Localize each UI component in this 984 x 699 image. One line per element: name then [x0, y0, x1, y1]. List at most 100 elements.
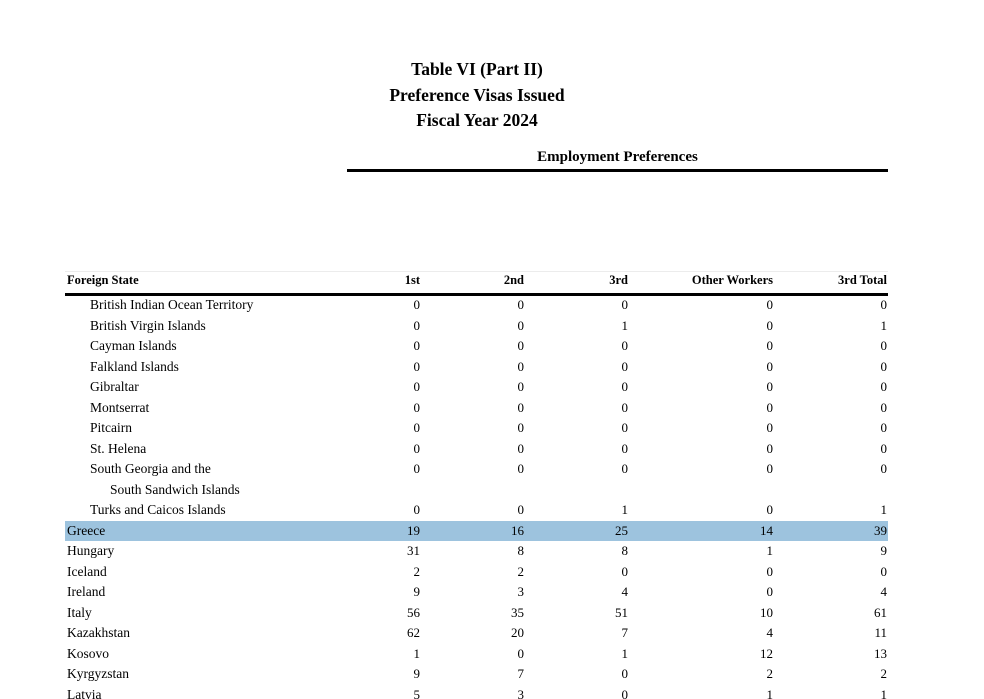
foreign-state-cell: St. Helena — [90, 440, 147, 456]
value-cell: 5 — [413, 686, 421, 699]
table-row[interactable]: Pitcairn 0 0 0 0 0 — [65, 418, 888, 439]
value-cell: 1 — [621, 317, 629, 333]
value-cell: 9 — [880, 543, 888, 558]
table-row[interactable]: Italy 56 35 51 10 61 — [65, 603, 888, 624]
table-row[interactable]: Kazakhstan 62 20 7 4 11 — [65, 623, 888, 644]
value-cell: 3 — [517, 584, 525, 599]
value-cell: 0 — [766, 358, 774, 374]
value-cell: 0 — [766, 461, 774, 476]
value-cell: 0 — [517, 420, 525, 435]
value-cell: 0 — [621, 358, 629, 374]
value-cell: 14 — [760, 522, 773, 538]
value-cell: 0 — [517, 358, 525, 374]
col-header-3rd: 3rd — [609, 273, 628, 287]
table-row[interactable]: Latvia 5 3 0 1 1 — [65, 685, 888, 699]
value-cell: 0 — [880, 399, 888, 415]
value-cell: 10 — [760, 604, 773, 620]
value-cell: 0 — [621, 461, 629, 476]
value-cell: 0 — [880, 420, 888, 435]
value-cell: 1 — [413, 645, 421, 661]
foreign-state-cell: Kazakhstan — [67, 625, 130, 640]
value-cell: 0 — [766, 317, 774, 333]
value-cell: 0 — [517, 502, 525, 517]
table-row[interactable]: Gibraltar 0 0 0 0 0 — [65, 377, 888, 398]
table-row[interactable]: Cayman Islands 0 0 0 0 0 — [65, 336, 888, 357]
value-cell: 0 — [880, 358, 888, 374]
value-cell: 0 — [621, 666, 629, 681]
table-header-row: Foreign State 1st 2nd 3rd Other Workers … — [65, 271, 888, 296]
value-cell: 2 — [880, 666, 888, 681]
title-line-1: Table VI (Part II) — [411, 59, 543, 79]
employment-preferences-header: Employment Preferences — [347, 147, 888, 172]
document-title: Table VI (Part II) Preference Visas Issu… — [0, 57, 954, 134]
value-cell: 0 — [517, 399, 525, 415]
table-row[interactable]: Falkland Islands 0 0 0 0 0 — [65, 357, 888, 378]
value-cell: 7 — [621, 625, 629, 640]
value-cell: 0 — [621, 563, 629, 579]
value-cell: 0 — [517, 297, 525, 312]
value-cell: 0 — [766, 440, 774, 456]
table-row[interactable]: St. Helena 0 0 0 0 0 — [65, 439, 888, 460]
value-cell: 0 — [880, 379, 888, 394]
value-cell: 0 — [766, 338, 774, 353]
foreign-state-cell: Latvia — [67, 686, 102, 699]
value-cell: 2 — [413, 563, 421, 579]
title-line-2: Preference Visas Issued — [389, 84, 565, 105]
value-cell: 0 — [766, 563, 774, 579]
foreign-state-cell: Pitcairn — [90, 420, 132, 435]
table-row[interactable]: Turks and Caicos Islands 0 0 1 0 1 — [65, 500, 888, 521]
table-row[interactable]: British Indian Ocean Territory 0 0 0 0 0 — [65, 295, 888, 316]
value-cell: 0 — [880, 338, 888, 353]
value-cell: 1 — [880, 317, 888, 333]
foreign-state-cell: Turks and Caicos Islands — [90, 502, 226, 517]
value-cell: 1 — [621, 502, 629, 517]
table-row[interactable]: Iceland 2 2 0 0 0 — [65, 562, 888, 583]
value-cell: 0 — [766, 420, 774, 435]
table-row[interactable]: South Georgia and the South Sandwich Isla… — [65, 459, 888, 500]
value-cell: 3 — [517, 686, 525, 699]
table-row[interactable]: Kyrgyzstan 9 7 0 2 2 — [65, 664, 888, 685]
value-cell: 0 — [621, 399, 629, 415]
value-cell: 0 — [413, 338, 421, 353]
table-row[interactable]: Kosovo 1 0 1 12 13 — [65, 644, 888, 665]
value-cell: 0 — [621, 338, 629, 353]
value-cell: 0 — [766, 584, 774, 599]
table-row-selected[interactable]: Greece 19 16 25 14 39 — [65, 520, 888, 541]
value-cell: 20 — [511, 625, 524, 640]
table-row[interactable]: British Virgin Islands 0 0 1 0 1 — [65, 316, 888, 337]
value-cell: 8 — [621, 543, 629, 558]
foreign-state-cell: Italy — [67, 604, 92, 620]
value-cell: 0 — [413, 379, 421, 394]
foreign-state-cell: Kyrgyzstan — [67, 666, 129, 681]
value-cell: 51 — [615, 604, 628, 620]
value-cell: 7 — [517, 666, 525, 681]
value-cell: 0 — [621, 440, 629, 456]
value-cell: 31 — [407, 543, 420, 558]
value-cell: 0 — [621, 420, 629, 435]
value-cell: 0 — [880, 440, 888, 456]
foreign-state-cell: Cayman Islands — [90, 338, 177, 353]
foreign-state-cell: South Georgia and the South Sandwich Isla… — [65, 459, 317, 500]
value-cell: 0 — [880, 297, 888, 312]
foreign-state-cell: Kosovo — [67, 645, 110, 661]
value-cell: 2 — [517, 563, 525, 579]
col-header-3rd-total: 3rd Total — [838, 273, 887, 287]
value-cell: 0 — [413, 502, 421, 517]
value-cell: 0 — [413, 461, 421, 476]
value-cell: 0 — [766, 399, 774, 415]
value-cell: 12 — [760, 645, 773, 661]
table-row[interactable]: Ireland 9 3 4 0 4 — [65, 582, 888, 603]
table-row[interactable]: Montserrat 0 0 0 0 0 — [65, 398, 888, 419]
foreign-state-cell: Ireland — [67, 584, 106, 599]
table-row[interactable]: Hungary 31 8 8 1 9 — [65, 541, 888, 562]
value-cell: 19 — [407, 522, 420, 538]
value-cell: 62 — [407, 625, 420, 640]
col-header-foreign-state: Foreign State — [67, 273, 139, 287]
value-cell: 1 — [880, 686, 888, 699]
value-cell: 0 — [517, 338, 525, 353]
value-cell: 1 — [766, 686, 774, 699]
value-cell: 0 — [413, 297, 421, 312]
value-cell: 39 — [874, 522, 887, 538]
value-cell: 0 — [880, 563, 888, 579]
foreign-state-cell: Gibraltar — [90, 379, 139, 394]
